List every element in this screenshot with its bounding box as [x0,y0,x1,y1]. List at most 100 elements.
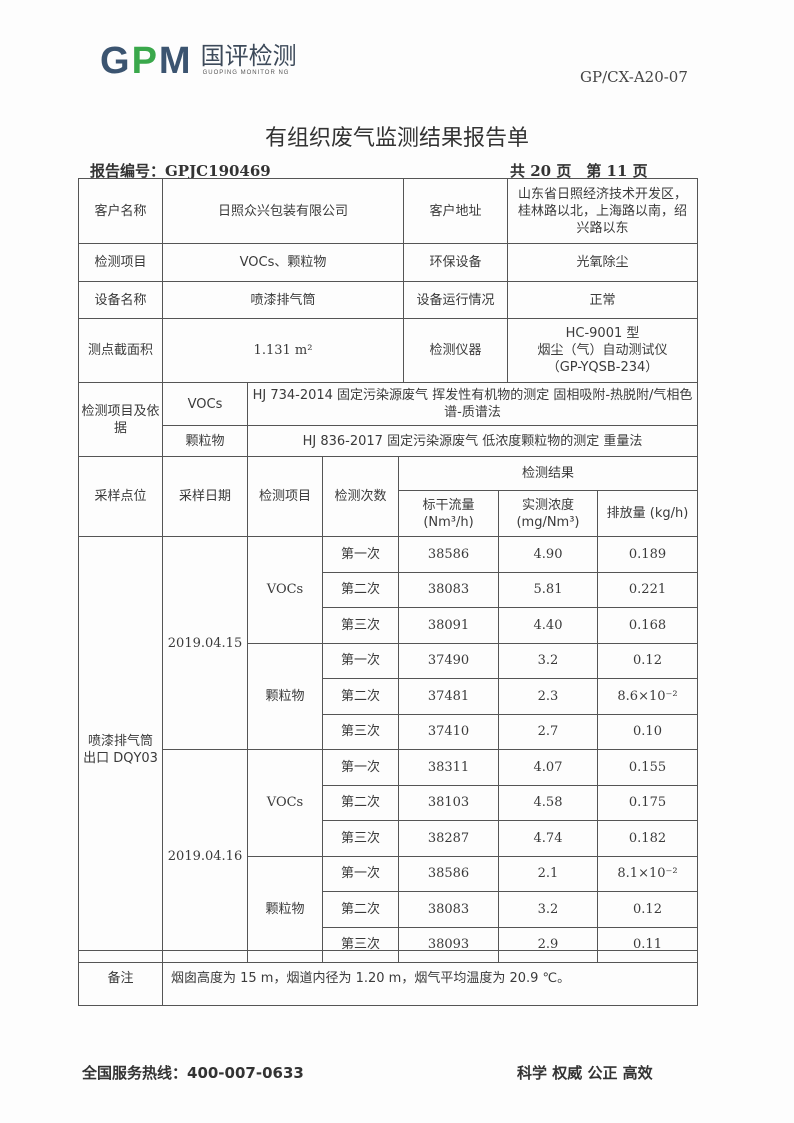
value: 山东省日照经济技术开发区，桂林路以北，上海路以南，绍兴路以东 [507,178,698,244]
emission-value: 8.6×10⁻² [596,678,699,715]
test-item: VOCs [247,536,323,644]
logo-en: GUOPING MONITOR NG [202,70,290,76]
sampling-date: 2019.04.15 [162,536,248,750]
header: 实测浓度 (mg/Nm³) [498,490,598,537]
page-count: 共 20 页 第 11 页 [510,162,648,180]
test-count: 第二次 [322,891,399,928]
conc-value: 2.3 [498,678,598,715]
test-count: 第一次 [322,642,399,679]
logo-cn: 国评检测 [200,42,297,70]
page-title: 有组织废气监测结果报告单 [264,126,529,151]
slogan: 科学 权威 公正 高效 [517,1064,653,1082]
conc-value: 4.07 [498,749,598,786]
table-row: 第三次 38287 4.74 0.182 [79,820,699,857]
test-count: 第二次 [322,784,399,821]
results-table: 采样点位 采样日期 检测项目 检测次数 检测结果 标干流量 (Nm³/h) 实测浓度 (m… [78,456,699,963]
test-count: 第三次 [322,713,399,750]
remark-label: 备注 [78,950,163,1006]
flow-value: 38586 [398,855,499,892]
method-text: HJ 836-2017 固定污染源废气 低浓度颗粒物的测定 重量法 [247,425,698,457]
emission-value: 0.12 [596,891,699,928]
doc-code: GP/CX-A20-07 [580,68,688,86]
flow-value: 38287 [398,820,499,857]
sampling-point: 喷漆排气筒 出口 DQY03 [78,536,163,963]
test-count: 第三次 [322,820,399,857]
header: 采样日期 [162,456,248,537]
emission-value: 0.168 [596,607,699,644]
header: 排放量 (kg/h) [596,490,699,537]
test-count: 第一次 [322,749,399,786]
report-number: 报告编号：GPJC190469 [90,162,271,180]
value: 日照众兴包装有限公司 [162,178,404,244]
table-row: 第二次 38083 3.2 0.12 [79,891,699,928]
conc-value: 2.7 [498,713,598,750]
methods-table: 检测项目及依据 VOCs HJ 734-2014 固定污染源废气 挥发性有机物的测定… [78,382,698,457]
value: 正常 [507,281,698,319]
label: 环保设备 [403,243,508,282]
method-item: 颗粒物 [162,425,248,457]
flow-value: 38103 [398,784,499,821]
test-item: 颗粒物 [247,642,323,750]
flow-value: 38586 [398,536,499,573]
test-item: 颗粒物 [247,855,323,963]
label: 检测仪器 [403,318,508,383]
test-count: 第一次 [322,855,399,892]
conc-value: 3.2 [498,891,598,928]
flow-value: 38083 [398,891,499,928]
label: 检测项目 [78,243,163,282]
remark-table: 备注 烟囱高度为 15 m，烟道内径为 1.20 m，烟气平均温度为 20.9 ℃… [78,950,698,1006]
value: 1.131 m² [162,318,404,383]
flow-value: 37490 [398,642,499,679]
emission-value: 0.221 [596,571,699,608]
test-item: VOCs [247,749,323,857]
header: 检测次数 [322,456,399,537]
value: VOCs、颗粒物 [162,243,404,282]
test-count: 第二次 [322,571,399,608]
info-table: 客户名称 日照众兴包装有限公司 客户地址 山东省日照经济技术开发区，桂林路以北，上海路… [78,178,698,383]
conc-value: 4.40 [498,607,598,644]
method-item: VOCs [162,382,248,426]
table-row: 第二次 37481 2.3 8.6×10⁻² [79,678,699,715]
emission-value: 0.182 [596,820,699,857]
emission-value: 0.10 [596,713,699,750]
conc-value: 3.2 [498,642,598,679]
remark-text: 烟囱高度为 15 m，烟道内径为 1.20 m，烟气平均温度为 20.9 ℃。 [162,950,698,1006]
emission-value: 0.155 [596,749,699,786]
label: 测点截面积 [78,318,163,383]
flow-value: 37410 [398,713,499,750]
conc-value: 4.90 [498,536,598,573]
test-count: 第三次 [322,607,399,644]
label: 客户地址 [403,178,508,244]
emission-value: 0.175 [596,784,699,821]
company-logo: GPM 国评检测 GUOPING MONITOR NG [100,40,297,82]
flow-value: 37481 [398,678,499,715]
header: 检测结果 [397,456,699,491]
conc-value: 4.74 [498,820,598,857]
test-count: 第一次 [322,536,399,573]
hotline: 全国服务热线：400-007-0633 [82,1064,304,1082]
label: 检测项目及依据 [78,382,163,457]
label: 设备名称 [78,281,163,319]
value: HC-9001 型烟尘（气）自动测试仪 （GP-YQSB-234） [507,318,698,383]
test-count: 第二次 [322,678,399,715]
label: 设备运行情况 [403,281,508,319]
conc-value: 5.81 [498,571,598,608]
table-row: 第三次 37410 2.7 0.10 [79,713,699,750]
conc-value: 2.1 [498,855,598,892]
table-row: 第三次 38091 4.40 0.168 [79,607,699,644]
header: 标干流量 (Nm³/h) [398,490,499,537]
emission-value: 0.12 [596,642,699,679]
value: 光氧除尘 [507,243,698,282]
method-text: HJ 734-2014 固定污染源废气 挥发性有机物的测定 固相吸附-热脱附/气… [247,382,698,426]
header: 采样点位 [78,456,163,537]
flow-value: 38083 [398,571,499,608]
table-row: 第二次 38083 5.81 0.221 [79,571,699,608]
value: 喷漆排气筒 [162,281,404,319]
flow-value: 38091 [398,607,499,644]
header: 检测项目 [247,456,323,537]
table-row: 2019.04.16 VOCs 第一次 38311 4.07 0.155 [79,749,699,963]
label: 客户名称 [78,178,163,244]
conc-value: 4.58 [498,784,598,821]
flow-value: 38311 [398,749,499,786]
